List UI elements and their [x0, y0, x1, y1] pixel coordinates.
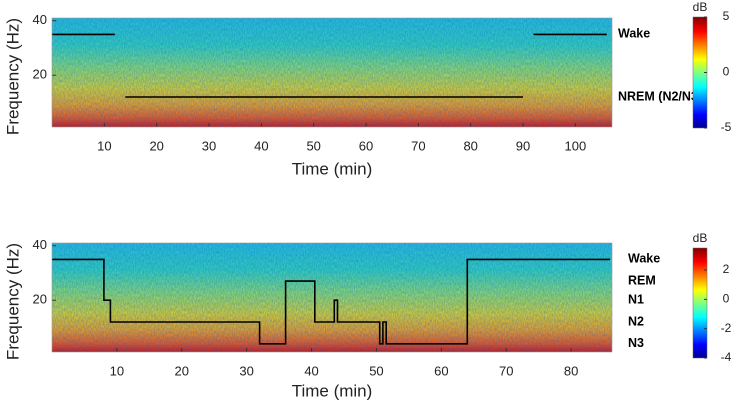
- x-tick-label: 30: [239, 363, 253, 378]
- colorbar-tick-label: -5: [721, 120, 732, 134]
- y-tick-label: 40: [33, 237, 47, 252]
- stage-label: N3: [628, 336, 644, 350]
- y-tick-label: 20: [33, 67, 47, 82]
- colorbar-tick-label: 5: [723, 9, 730, 23]
- x-tick-label: 60: [359, 138, 373, 153]
- spectrogram-noise: [52, 243, 612, 352]
- x-tick-label: 50: [306, 138, 320, 153]
- colorbar-tick-label: -2: [721, 321, 732, 335]
- x-tick-label: 40: [304, 363, 318, 378]
- x-tick-label: 20: [149, 138, 163, 153]
- x-tick-label: 90: [516, 138, 530, 153]
- stage-label: Wake: [618, 27, 650, 41]
- x-tick-label: 70: [499, 363, 513, 378]
- x-tick-label: 60: [434, 363, 448, 378]
- x-tick-label: 40: [254, 138, 268, 153]
- stage-label: N2: [628, 314, 644, 328]
- x-tick-label: 10: [97, 138, 111, 153]
- hypnogram-line: [52, 258, 611, 345]
- x-tick-label: 100: [565, 138, 587, 153]
- colorbar-tick-label: -4: [721, 350, 732, 364]
- x-axis-label: Time (min): [292, 381, 373, 400]
- hypnogram-line: [52, 33, 607, 98]
- colorbar-tick-label: 0: [723, 292, 730, 306]
- stage-label: NREM (N2/N3): [618, 89, 702, 103]
- stage-label: N1: [628, 293, 644, 307]
- x-tick-label: 80: [564, 363, 578, 378]
- y-axis-label: Frequency (Hz): [3, 18, 22, 135]
- x-tick-label: 30: [202, 138, 216, 153]
- y-tick-label: 20: [33, 292, 47, 307]
- colorbar-tick-label: 2: [723, 262, 730, 276]
- spectrogram-noise: [52, 18, 612, 127]
- colorbar-label: dB: [693, 0, 708, 14]
- x-tick-label: 10: [110, 363, 124, 378]
- x-tick-label: 80: [463, 138, 477, 153]
- x-tick-label: 20: [175, 363, 189, 378]
- y-axis-label: Frequency (Hz): [3, 243, 22, 360]
- y-tick-label: 40: [33, 12, 47, 27]
- colorbar-tick-label: 0: [723, 65, 730, 79]
- colorbar-label: dB: [693, 231, 708, 245]
- x-tick-label: 50: [369, 363, 383, 378]
- colorbar: [692, 247, 708, 359]
- stage-label: REM: [628, 273, 656, 287]
- x-tick-label: 70: [411, 138, 425, 153]
- x-axis-label: Time (min): [292, 159, 373, 178]
- plot-frame: [51, 17, 613, 128]
- stage-label: Wake: [628, 252, 660, 266]
- plot-frame: [51, 242, 613, 353]
